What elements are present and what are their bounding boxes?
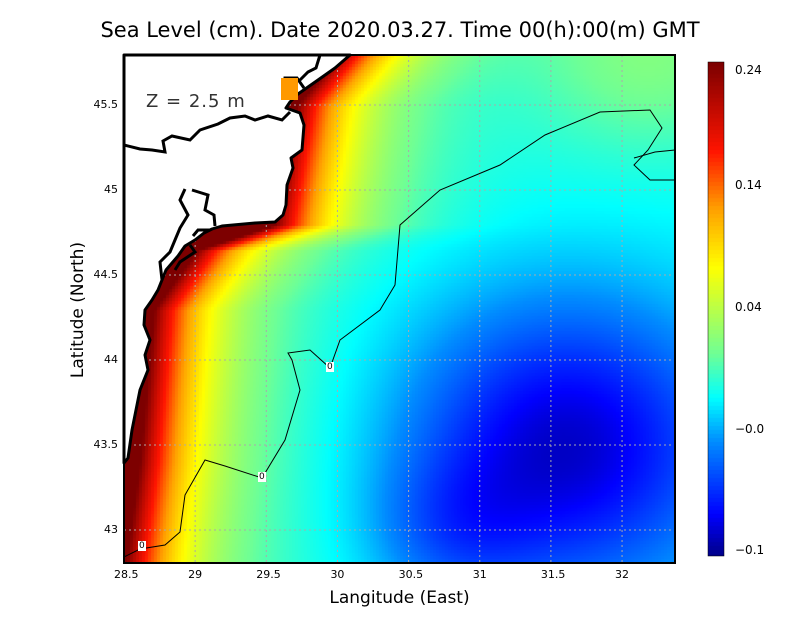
lagoon-cell bbox=[281, 78, 298, 100]
x-tick-label: 29.5 bbox=[256, 568, 281, 581]
colorbar-frame bbox=[707, 61, 725, 557]
lagoon-outline bbox=[158, 54, 322, 281]
depth-label: Z = 2.5 m bbox=[146, 91, 246, 112]
y-tick-label: 45 bbox=[104, 183, 118, 196]
colorbar bbox=[708, 62, 724, 556]
zero-contour bbox=[123, 109, 675, 558]
x-tick-label: 28.5 bbox=[114, 568, 139, 581]
y-tick-label: 43 bbox=[104, 523, 118, 536]
colorbar-tick: −0.1 bbox=[735, 543, 765, 557]
map-title: Sea Level (cm). Date 2020.03.27. Time 00… bbox=[100, 18, 700, 42]
x-tick-label: 31 bbox=[472, 568, 487, 581]
colorbar-tick: 0.04 bbox=[735, 300, 762, 314]
x-axis-label: Langitude (East) bbox=[329, 588, 470, 608]
x-tick-label: 29 bbox=[188, 568, 203, 581]
y-tick-label: 43.5 bbox=[93, 438, 119, 451]
land-boundary bbox=[123, 110, 292, 154]
x-tick-label: 31.5 bbox=[540, 568, 566, 581]
x-tick-label: 30 bbox=[330, 568, 345, 581]
contour-label: 0 bbox=[258, 472, 266, 482]
plot-frame bbox=[123, 54, 676, 564]
x-tick-label: 30.5 bbox=[398, 568, 424, 581]
x-tick-label: 32 bbox=[615, 568, 630, 581]
colorbar-tick: 0.14 bbox=[735, 178, 762, 192]
colorbar-tick: 0.24 bbox=[735, 63, 762, 77]
y-tick-label: 44.5 bbox=[93, 268, 119, 281]
y-axis-label: Latitude (North) bbox=[68, 241, 88, 379]
contour-label: 0 bbox=[138, 541, 146, 551]
land-mass bbox=[122, 53, 352, 465]
y-tick-label: 45.5 bbox=[93, 98, 119, 111]
contour-label: 0 bbox=[326, 362, 334, 372]
zero-contour-small bbox=[633, 149, 676, 159]
colorbar-tick: −0.0 bbox=[735, 422, 765, 436]
y-tick-label: 44 bbox=[104, 353, 118, 366]
